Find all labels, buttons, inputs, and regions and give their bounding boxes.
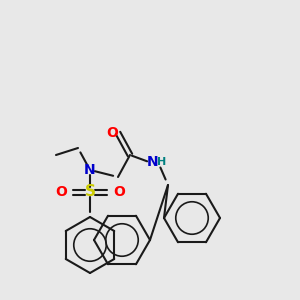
Text: O: O — [55, 185, 67, 199]
Text: H: H — [158, 157, 166, 167]
Text: O: O — [106, 126, 118, 140]
Text: O: O — [113, 185, 125, 199]
Text: N: N — [84, 163, 96, 177]
Text: N: N — [147, 155, 159, 169]
Text: S: S — [85, 184, 95, 200]
